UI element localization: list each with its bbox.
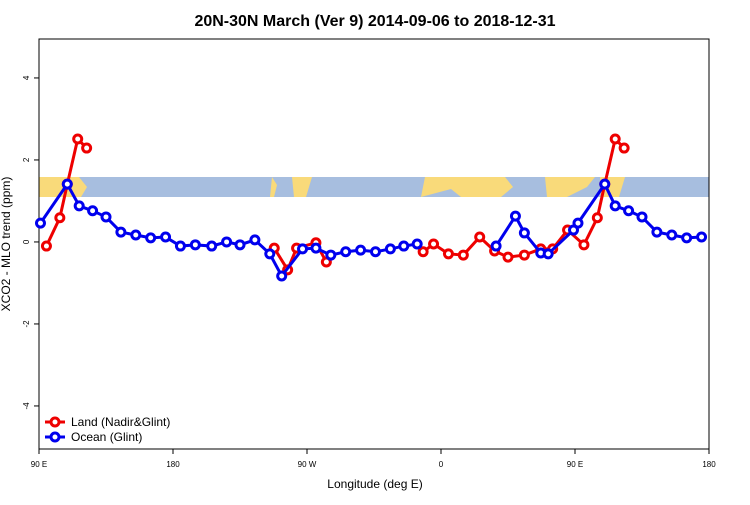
- x-tick-label: 90 W: [298, 460, 317, 469]
- point: [490, 240, 502, 252]
- point: [442, 248, 454, 260]
- point: [297, 243, 309, 255]
- point: [206, 240, 218, 252]
- y-axis-label: XCO2 - MLO trend (ppm): [0, 177, 13, 312]
- point: [310, 242, 322, 254]
- point: [61, 178, 73, 190]
- point: [474, 231, 486, 243]
- y-tick-label: -2: [22, 320, 31, 328]
- legend-marker: [49, 416, 61, 428]
- point: [369, 246, 381, 258]
- point: [276, 270, 288, 282]
- point: [264, 248, 276, 260]
- point: [145, 232, 157, 244]
- point: [189, 239, 201, 251]
- point: [72, 133, 84, 145]
- point: [518, 249, 530, 261]
- point: [651, 226, 663, 238]
- chart-title: 20N-30N March (Ver 9) 2014-09-06 to 2018…: [194, 13, 555, 30]
- y-tick-label: 4: [22, 75, 31, 80]
- point: [599, 178, 611, 190]
- legend-marker: [49, 431, 61, 443]
- point: [591, 212, 603, 224]
- y-tick-label: -4: [22, 402, 31, 410]
- point: [81, 142, 93, 154]
- y-tick-label: 0: [22, 239, 31, 244]
- point: [115, 226, 127, 238]
- point: [411, 238, 423, 250]
- point: [100, 211, 112, 223]
- x-tick-label: 0: [439, 460, 444, 469]
- point: [160, 231, 172, 243]
- x-tick-label: 180: [702, 460, 716, 469]
- point: [428, 238, 440, 250]
- point: [130, 229, 142, 241]
- point: [340, 246, 352, 258]
- point: [325, 249, 337, 261]
- point: [542, 248, 554, 260]
- point: [87, 205, 99, 217]
- point: [609, 133, 621, 145]
- point: [623, 205, 635, 217]
- point: [502, 251, 514, 263]
- x-axis-label: Longitude (deg E): [327, 477, 422, 491]
- legend-label: Ocean (Glint): [71, 430, 142, 444]
- point: [417, 246, 429, 258]
- point: [618, 142, 630, 154]
- point: [696, 231, 708, 243]
- point: [384, 243, 396, 255]
- point: [609, 200, 621, 212]
- point: [73, 200, 85, 212]
- x-tick-label: 180: [166, 460, 180, 469]
- plot-frame: [38, 38, 710, 450]
- y-tick-label: 2: [22, 157, 31, 162]
- point: [249, 234, 261, 246]
- x-tick-label: 90 E: [567, 460, 583, 469]
- point: [518, 227, 530, 239]
- point: [457, 249, 469, 261]
- point: [34, 217, 46, 229]
- point: [666, 229, 678, 241]
- x-tick-label: 90 E: [31, 460, 47, 469]
- point: [221, 236, 233, 248]
- point: [509, 210, 521, 222]
- point: [578, 239, 590, 251]
- point: [355, 244, 367, 256]
- legend-label: Land (Nadir&Glint): [71, 415, 170, 429]
- point: [54, 212, 66, 224]
- point: [174, 240, 186, 252]
- point: [636, 211, 648, 223]
- point: [234, 239, 246, 251]
- point: [681, 232, 693, 244]
- point: [572, 217, 584, 229]
- point: [40, 240, 52, 252]
- point: [398, 240, 410, 252]
